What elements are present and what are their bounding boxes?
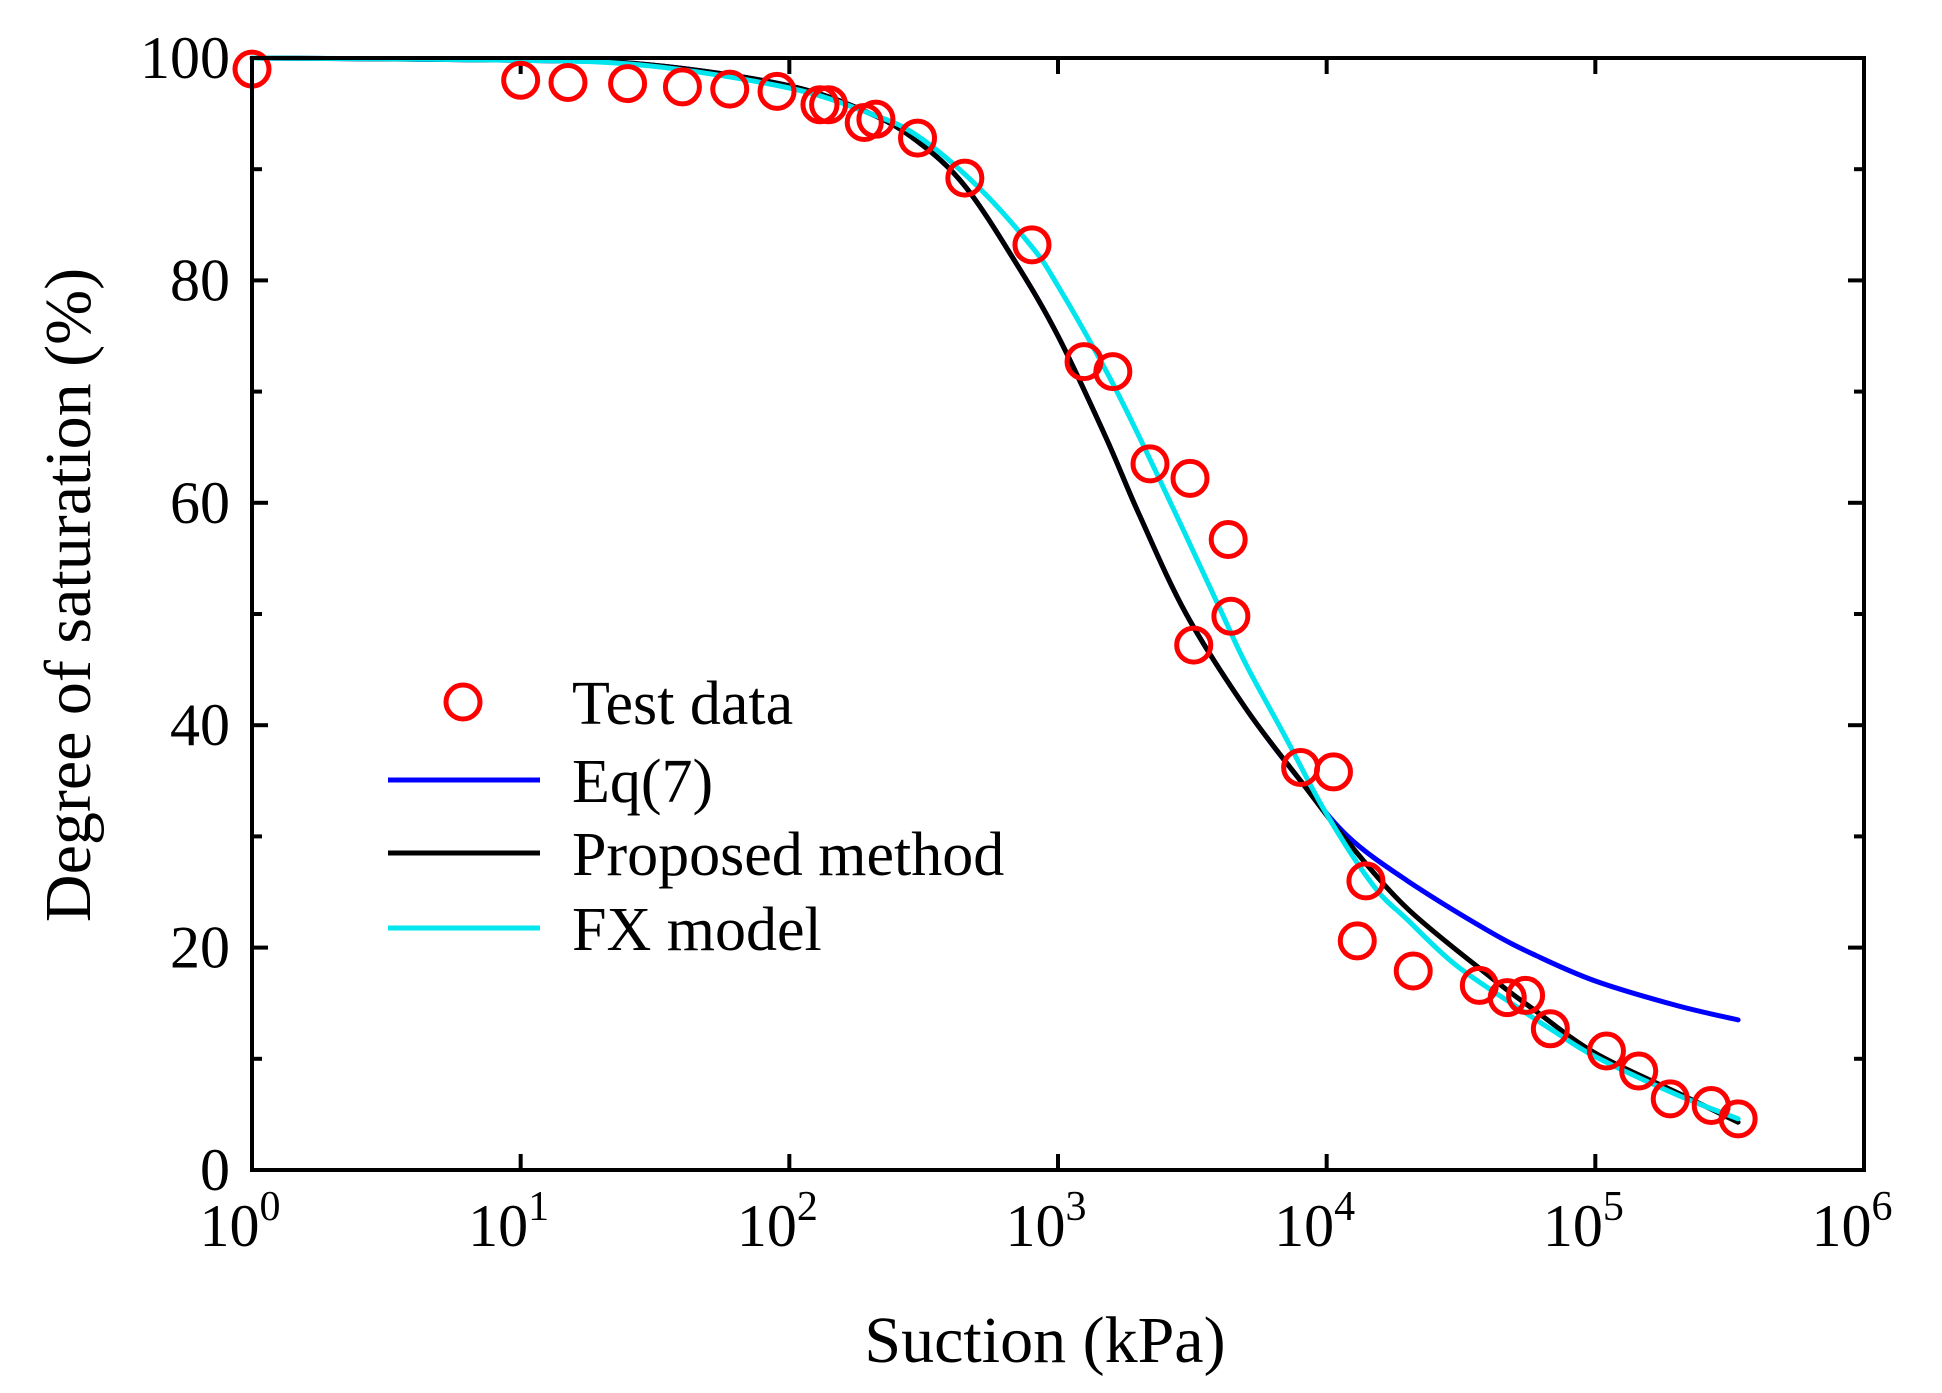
- plot-frame: [250, 56, 1866, 1172]
- test-data-point: [945, 158, 985, 198]
- y-tick-label: 60: [170, 470, 230, 536]
- test-data-point: [662, 67, 702, 107]
- test-data-point: [1337, 921, 1377, 961]
- x-tick-label: 105: [1543, 1184, 1624, 1259]
- x-tick-label: 104: [1274, 1184, 1355, 1259]
- x-tick-exponent: 1: [528, 1184, 549, 1230]
- y-tick-label: 40: [170, 692, 230, 758]
- test-data-point: [1174, 625, 1214, 665]
- x-tick-base: 10: [468, 1193, 528, 1259]
- axes-ticks: [250, 56, 1866, 1172]
- x-tick-base: 10: [1274, 1193, 1334, 1259]
- test-data-point: [1208, 519, 1248, 559]
- test-data-point: [608, 64, 648, 104]
- legend-label-proposed-method: Proposed method: [572, 821, 1004, 889]
- x-tick-base: 10: [1543, 1193, 1603, 1259]
- series-line-proposed-method: [249, 55, 1741, 1125]
- series-lines: [249, 55, 1741, 1125]
- x-tick-exponent: 2: [797, 1184, 818, 1230]
- y-tick-label: 20: [170, 915, 230, 981]
- x-tick-exponent: 0: [260, 1184, 281, 1230]
- test-data-point: [501, 60, 541, 100]
- x-tick-labels: 100 101 102 103 104 105 106: [200, 1184, 1893, 1259]
- y-tick-label: 100: [140, 25, 230, 91]
- test-data-point: [1170, 458, 1210, 498]
- test-data-point: [1130, 444, 1170, 484]
- y-tick-labels: 0 20 40 60 80 100: [140, 25, 230, 1203]
- test-data-point: [757, 71, 797, 111]
- y-tick-label: 80: [170, 247, 230, 313]
- test-data-point: [1586, 1031, 1626, 1071]
- x-tick-label: 103: [1006, 1184, 1087, 1259]
- y-tick-label: 0: [200, 1137, 230, 1203]
- test-data-point: [1718, 1099, 1758, 1139]
- series-line-fx-model: [249, 55, 1741, 1122]
- x-tick-label: 101: [468, 1184, 549, 1259]
- test-data-point: [898, 118, 938, 158]
- x-tick-base: 10: [737, 1193, 797, 1259]
- legend: Test data Eq(7)Proposed method FX model: [388, 670, 1004, 964]
- x-tick-label: 102: [737, 1184, 818, 1259]
- test-data-point: [809, 85, 849, 125]
- x-tick-label: 100: [200, 1184, 281, 1259]
- x-axis-title: Suction (kPa): [864, 1304, 1225, 1377]
- test-data-markers: [232, 49, 1758, 1139]
- test-data-point: [1650, 1079, 1690, 1119]
- x-tick-label: 106: [1812, 1184, 1893, 1259]
- legend-label-test-data: Test data: [572, 670, 793, 738]
- x-tick-exponent: 5: [1603, 1184, 1624, 1230]
- test-data-point: [1093, 352, 1133, 392]
- test-data-point: [1211, 596, 1251, 636]
- test-data-point: [1487, 978, 1527, 1018]
- legend-label-eq-7: Eq(7): [572, 748, 713, 816]
- test-data-point: [1393, 951, 1433, 991]
- test-data-point: [1619, 1051, 1659, 1091]
- test-data-point: [856, 99, 896, 139]
- test-data-point: [1012, 225, 1052, 265]
- x-tick-base: 10: [1812, 1193, 1872, 1259]
- test-data-point: [1346, 861, 1386, 901]
- test-data-point: [548, 62, 588, 102]
- test-data-point: [1530, 1009, 1570, 1049]
- x-tick-base: 10: [200, 1193, 260, 1259]
- x-tick-exponent: 3: [1066, 1184, 1087, 1230]
- x-tick-exponent: 6: [1872, 1184, 1893, 1230]
- test-data-point: [1313, 752, 1353, 792]
- legend-marker-test-data: [443, 682, 483, 722]
- x-tick-exponent: 4: [1334, 1184, 1355, 1230]
- test-data-point: [1506, 975, 1546, 1015]
- legend-label-fx-model: FX model: [572, 896, 822, 964]
- y-axis-title: Degree of saturation (%): [32, 268, 105, 922]
- x-tick-base: 10: [1006, 1193, 1066, 1259]
- test-data-point: [710, 69, 750, 109]
